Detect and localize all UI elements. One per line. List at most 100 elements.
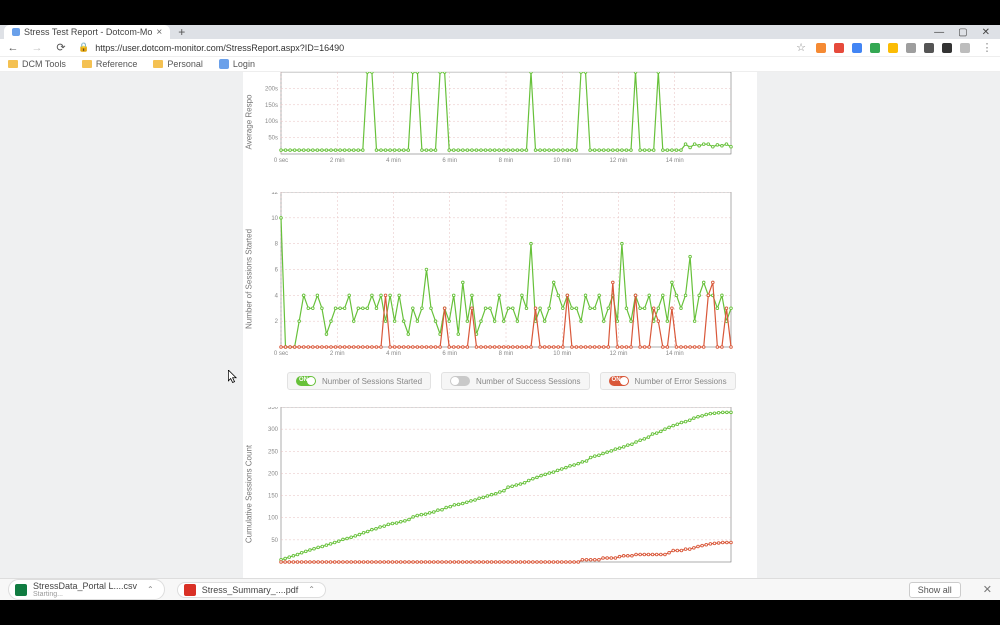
svg-text:150s: 150s <box>265 103 278 109</box>
site-icon <box>219 59 229 69</box>
window-close-icon[interactable]: ✕ <box>982 27 990 38</box>
chart: Average Respo50s100s150s200s0 sec2 min4 … <box>261 72 751 172</box>
window-maximize-icon[interactable]: ▢ <box>958 27 967 38</box>
svg-text:200s: 200s <box>265 86 278 92</box>
menu-icon[interactable]: ⋮ <box>980 41 994 55</box>
file-icon <box>184 584 196 596</box>
legend-label: Number of Success Sessions <box>476 377 581 386</box>
legend-toggle[interactable]: ON <box>296 376 316 386</box>
svg-text:100: 100 <box>268 516 279 522</box>
bookmark-item[interactable]: DCM Tools <box>8 59 66 69</box>
url-text: https://user.dotcom-monitor.com/StressRe… <box>95 43 344 53</box>
url-bar[interactable]: 🔒 https://user.dotcom-monitor.com/Stress… <box>78 42 786 53</box>
svg-text:200: 200 <box>268 471 279 477</box>
download-item[interactable]: Stress_Summary_....pdf ⌃ <box>177 582 326 598</box>
legend-item[interactable]: ON Number of Error Sessions <box>600 372 736 390</box>
bookmarks-bar: DCM Tools Reference Personal Login <box>0 57 1000 72</box>
bookmark-label: Reference <box>96 59 138 69</box>
legend-item[interactable]: Number of Success Sessions <box>441 372 590 390</box>
svg-text:12: 12 <box>271 192 278 196</box>
y-axis-label: Cumulative Sessions Count <box>245 444 254 542</box>
browser-window: Stress Test Report - Dotcom-Mo × + — ▢ ✕… <box>0 25 1000 600</box>
bookmark-item[interactable]: Personal <box>153 59 203 69</box>
bookmark-item[interactable]: Login <box>219 59 255 69</box>
svg-text:8: 8 <box>275 242 279 248</box>
extension-icon[interactable] <box>834 43 844 53</box>
svg-text:4: 4 <box>275 293 279 299</box>
back-button[interactable]: ← <box>6 41 20 55</box>
page-viewport: Average Respo 50s 100s 150s 200s 0 sec 2 min 4 … <box>0 72 1000 578</box>
chart-svg: 50s100s150s200s0 sec2 min4 min6 min8 min… <box>261 72 751 172</box>
show-all-button[interactable]: Show all <box>909 582 961 598</box>
chevron-up-icon[interactable]: ⌃ <box>308 585 315 594</box>
file-icon <box>15 584 27 596</box>
chart-svg: 246810120 sec2 min4 min6 min8 min10 min1… <box>261 192 751 365</box>
svg-text:0 sec: 0 sec <box>274 351 288 357</box>
chart: Cumulative Sessions Count501001502002503… <box>261 407 751 578</box>
svg-text:50: 50 <box>271 538 278 544</box>
extension-icon[interactable] <box>906 43 916 53</box>
chart: Number of Sessions Started246810120 sec2… <box>261 192 751 365</box>
mouse-cursor <box>228 370 238 384</box>
extension-icon[interactable] <box>960 43 970 53</box>
forward-button[interactable]: → <box>30 41 44 55</box>
report-paper: Average Respo 50s 100s 150s 200s 0 sec 2 min 4 … <box>243 72 757 578</box>
extension-icon[interactable] <box>888 43 898 53</box>
svg-text:14 min: 14 min <box>666 158 684 164</box>
letterbox-top <box>0 0 1000 25</box>
legend-item[interactable]: ONNumber of Sessions Started <box>287 372 431 390</box>
close-tab-icon[interactable]: × <box>156 27 162 38</box>
downloads-bar: StressData_Portal L....csvStarting...⌃St… <box>0 578 1000 600</box>
close-downloads-icon[interactable]: ✕ <box>983 583 992 596</box>
svg-text:2 min: 2 min <box>330 158 345 164</box>
svg-text:12 min: 12 min <box>609 351 627 357</box>
extension-icon[interactable] <box>942 43 952 53</box>
svg-text:6: 6 <box>275 268 279 274</box>
extension-icons <box>816 43 970 53</box>
star-icon[interactable]: ☆ <box>796 41 806 54</box>
svg-text:10 min: 10 min <box>553 351 571 357</box>
extension-icon[interactable] <box>816 43 826 53</box>
chart-legend: ONNumber of Sessions Started Number of Su… <box>287 372 736 390</box>
svg-text:4 min: 4 min <box>386 158 401 164</box>
letterbox-bottom <box>0 600 1000 625</box>
tab-favicon <box>12 28 20 36</box>
legend-toggle[interactable]: ON <box>609 376 629 386</box>
bookmark-item[interactable]: Reference <box>82 59 138 69</box>
download-text: StressData_Portal L....csvStarting... <box>33 581 137 598</box>
legend-label: Number of Error Sessions <box>635 377 727 386</box>
y-axis-label: Average Respo <box>245 95 254 150</box>
svg-text:100s: 100s <box>265 119 278 125</box>
download-item[interactable]: StressData_Portal L....csvStarting... ⌃ <box>8 579 165 600</box>
download-text: Stress_Summary_....pdf <box>202 585 299 595</box>
svg-text:6 min: 6 min <box>442 158 457 164</box>
new-tab-button[interactable]: + <box>178 25 185 39</box>
folder-icon <box>82 60 92 68</box>
extension-icon[interactable] <box>870 43 880 53</box>
svg-text:2: 2 <box>275 319 279 325</box>
legend-toggle[interactable] <box>450 376 470 386</box>
window-minimize-icon[interactable]: — <box>934 27 944 38</box>
svg-text:10 min: 10 min <box>553 158 571 164</box>
chart-svg: 50100150200250300350 <box>261 407 751 578</box>
extension-icon[interactable] <box>852 43 862 53</box>
svg-text:6 min: 6 min <box>442 351 457 357</box>
charts-container: Average Respo 50s 100s 150s 200s 0 sec 2 min 4 … <box>243 72 757 578</box>
lock-icon: 🔒 <box>78 42 89 53</box>
browser-tab[interactable]: Stress Test Report - Dotcom-Mo × <box>4 25 170 39</box>
y-axis-label: Number of Sessions Started <box>245 228 254 328</box>
svg-text:8 min: 8 min <box>499 351 514 357</box>
svg-text:50s: 50s <box>268 136 278 142</box>
extension-icon[interactable] <box>924 43 934 53</box>
folder-icon <box>8 60 18 68</box>
chevron-up-icon[interactable]: ⌃ <box>147 585 154 594</box>
bookmark-label: DCM Tools <box>22 59 66 69</box>
tab-title: Stress Test Report - Dotcom-Mo <box>24 27 152 37</box>
tab-strip: Stress Test Report - Dotcom-Mo × + — ▢ ✕ <box>0 25 1000 39</box>
svg-text:300: 300 <box>268 427 279 433</box>
svg-text:12 min: 12 min <box>609 158 627 164</box>
svg-text:8 min: 8 min <box>499 158 514 164</box>
reload-button[interactable]: ⟳ <box>54 41 68 55</box>
svg-text:14 min: 14 min <box>666 351 684 357</box>
svg-text:250: 250 <box>268 449 279 455</box>
